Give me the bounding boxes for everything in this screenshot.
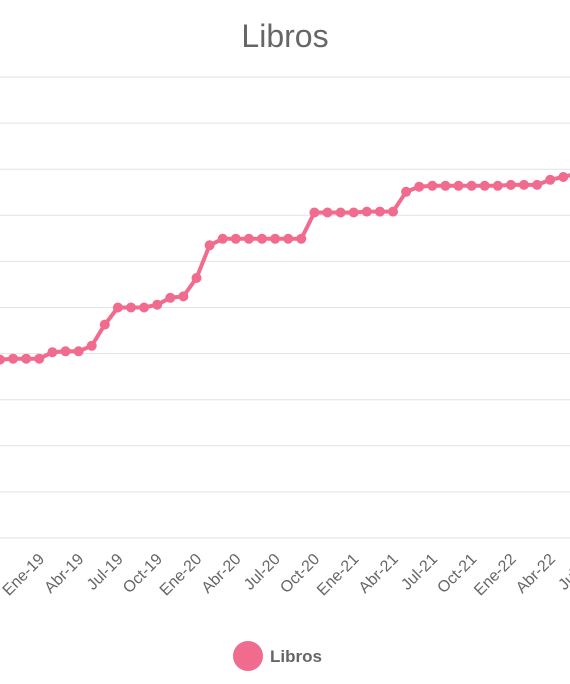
data-point-jun-19[interactable] [99,319,110,330]
data-point-feb-20[interactable] [204,240,215,251]
data-point-mar-19[interactable] [60,346,71,357]
data-point-ago-20[interactable] [283,233,294,244]
data-point-may-20[interactable] [243,233,254,244]
x-tick-label: Abr-19 [41,551,87,597]
data-point-dic-18[interactable] [21,353,32,364]
data-point-dic-19[interactable] [178,291,189,302]
data-point-ago-19[interactable] [126,302,136,313]
data-point-nov-20[interactable] [322,207,333,218]
data-point-jul-20[interactable] [270,233,281,244]
data-point-may-21[interactable] [401,186,412,197]
x-tick-label: Jul-22 [555,551,570,594]
data-point-feb-21[interactable] [361,206,372,217]
data-point-jun-21[interactable] [414,181,425,192]
data-point-ene-20[interactable] [191,273,202,283]
data-point-jul-21[interactable] [427,180,438,191]
data-point-jun-20[interactable] [257,233,267,244]
data-point-feb-19[interactable] [47,347,58,358]
data-point-abr-19[interactable] [73,346,84,357]
legend[interactable]: Libros [233,641,322,671]
series-libros [0,172,570,365]
legend-marker-libros [233,641,263,671]
x-tick-label: Jul-20 [241,551,284,594]
data-point-nov-21[interactable] [479,180,490,191]
chart-title: Libros [241,18,328,54]
data-point-dic-21[interactable] [492,180,503,191]
x-tick-label: Ene-20 [157,551,206,600]
data-point-sep-20[interactable] [296,233,307,244]
data-point-abr-22[interactable] [545,174,556,185]
data-point-oct-20[interactable] [309,207,320,218]
data-point-sep-21[interactable] [453,180,464,191]
data-point-oct-18[interactable] [0,354,5,365]
series-line-libros [0,173,570,362]
data-point-sep-19[interactable] [139,302,150,313]
data-point-ago-21[interactable] [440,180,451,191]
grid-lines [0,76,570,539]
data-point-nov-18[interactable] [8,353,19,364]
x-tick-label: Jul-21 [398,551,441,594]
data-point-feb-22[interactable] [519,179,529,190]
data-point-may-19[interactable] [86,340,97,351]
data-point-ene-19[interactable] [34,353,45,364]
x-tick-label: Ene-22 [471,551,520,600]
x-tick-label: Ene-21 [314,551,363,600]
data-point-dic-20[interactable] [335,207,346,218]
data-point-abr-20[interactable] [230,233,241,244]
x-tick-label: Jul-19 [84,551,127,594]
x-tick-label: Abr-22 [513,551,559,597]
x-axis-tick-labels: Ene-19Abr-19Jul-19Oct-19Ene-20Abr-20Jul-… [0,551,570,600]
x-tick-label: Abr-21 [356,551,402,597]
legend-label-libros: Libros [270,647,322,666]
x-tick-label: Ene-19 [0,551,48,600]
data-point-abr-21[interactable] [388,206,398,217]
data-point-mar-21[interactable] [374,206,385,217]
data-point-may-22[interactable] [558,172,569,182]
data-point-ene-22[interactable] [505,179,516,190]
x-tick-label: Abr-20 [199,551,245,597]
data-point-oct-21[interactable] [466,180,477,191]
data-point-jul-19[interactable] [112,302,123,313]
data-point-nov-19[interactable] [165,292,176,303]
data-point-mar-20[interactable] [217,233,228,244]
data-point-oct-19[interactable] [152,299,163,310]
data-point-mar-22[interactable] [532,179,543,190]
data-point-ene-21[interactable] [348,207,359,218]
